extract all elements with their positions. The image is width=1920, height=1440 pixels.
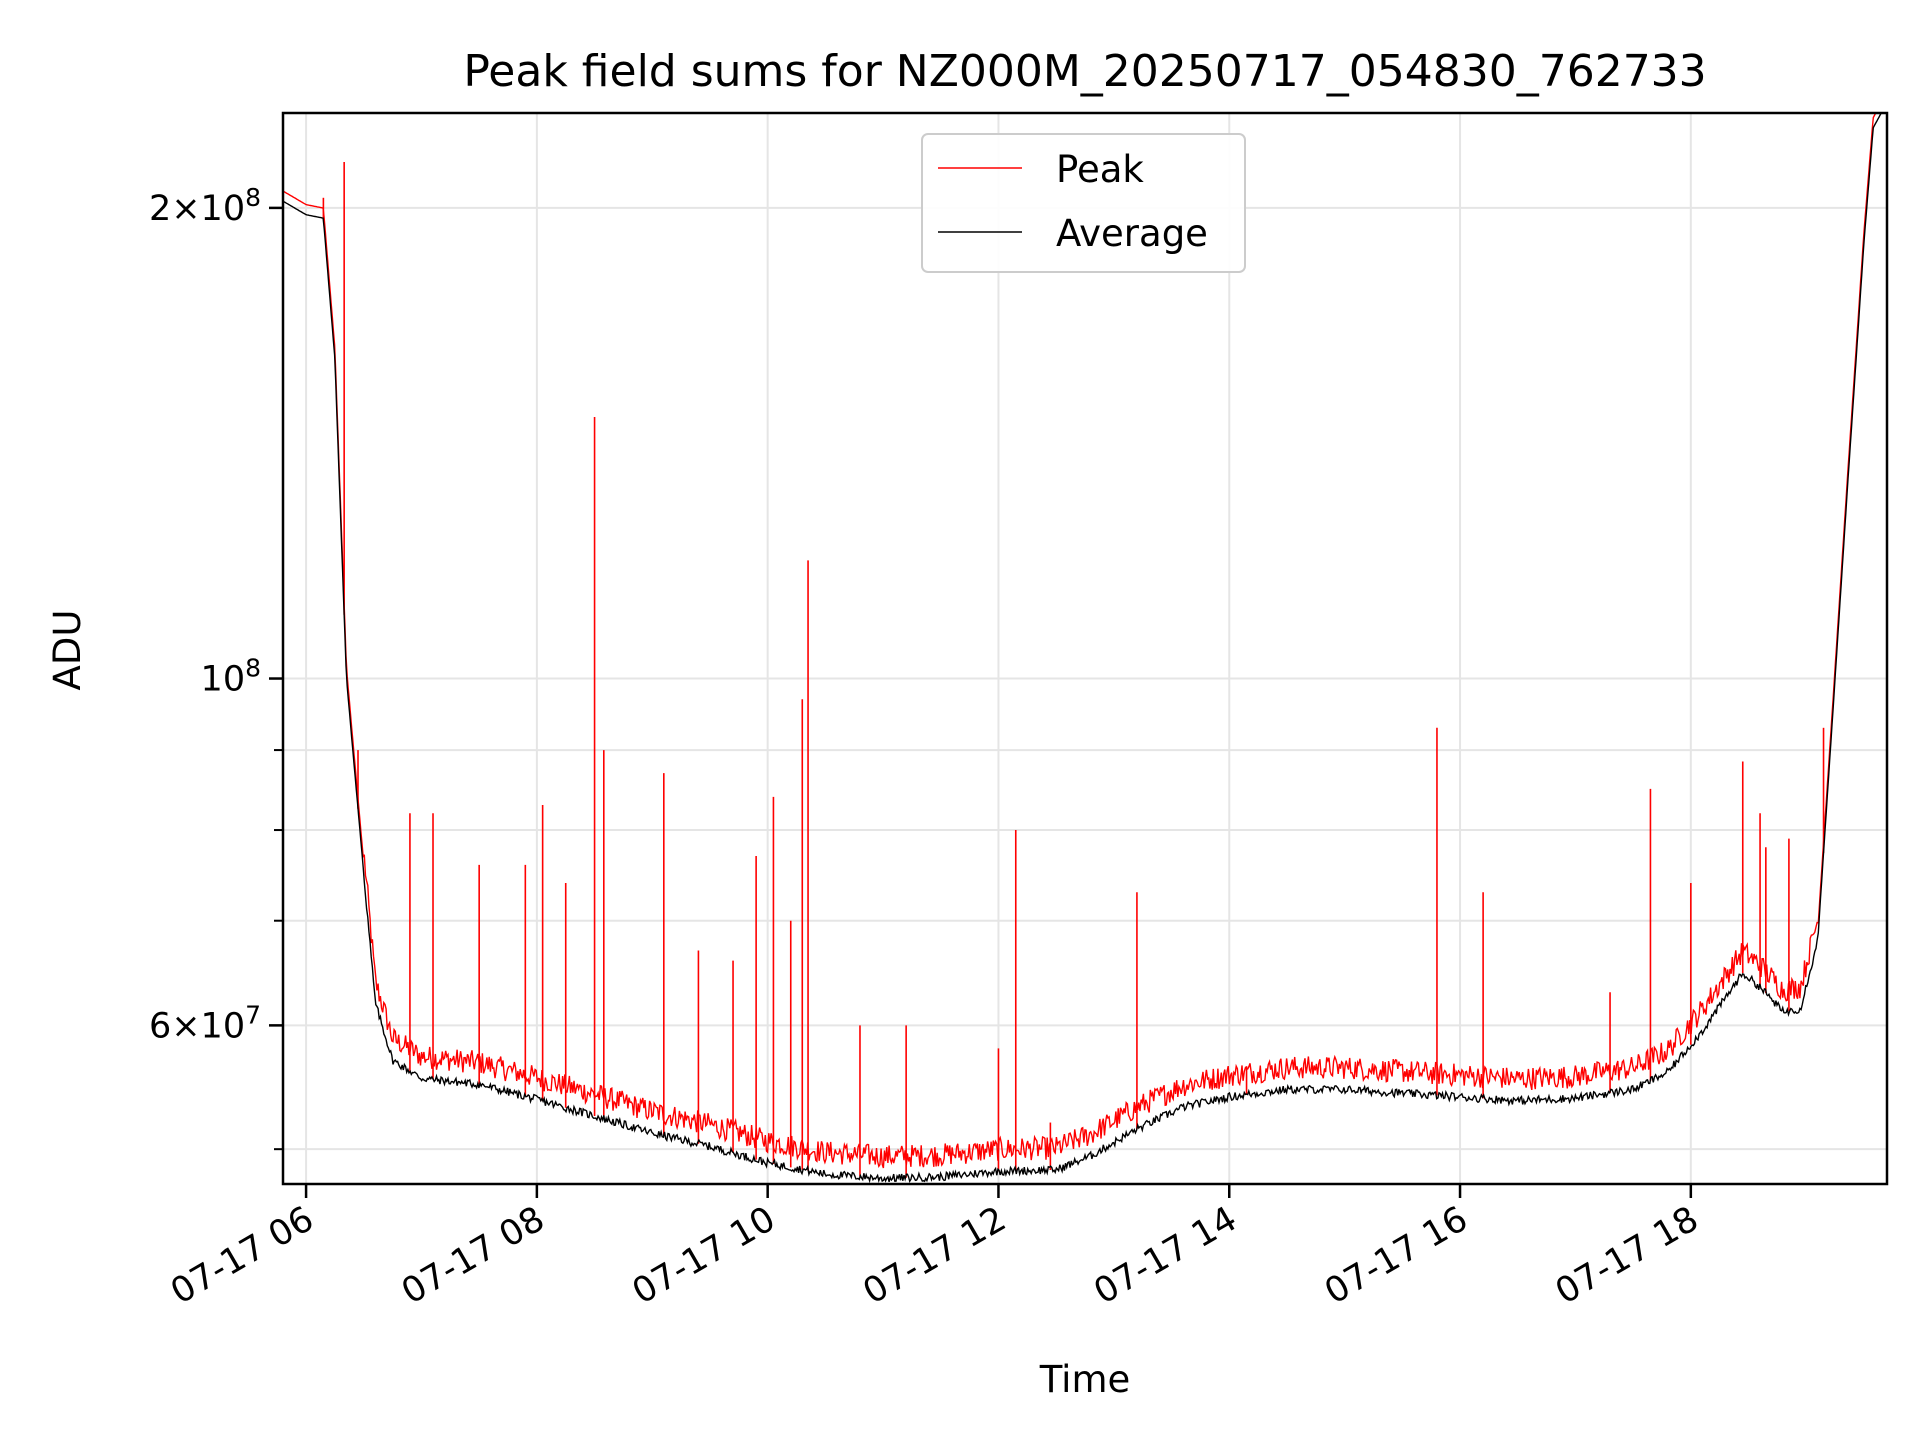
legend-peak-label: Peak xyxy=(1056,148,1144,191)
average-series xyxy=(283,113,1887,1184)
grid xyxy=(283,113,1887,1184)
legend-average-label: Average xyxy=(1056,212,1208,255)
peak-series xyxy=(283,113,1877,1178)
y-tick-label: 6×107 xyxy=(149,1000,261,1046)
x-tick-label: 07-17 18 xyxy=(1549,1199,1705,1312)
plot-area xyxy=(283,113,1887,1184)
x-tick-label: 07-17 10 xyxy=(626,1199,782,1312)
x-tick-label: 07-17 14 xyxy=(1087,1199,1243,1312)
x-axis-label: Time xyxy=(1039,1358,1131,1401)
x-tick-label: 07-17 08 xyxy=(395,1199,551,1312)
y-tick-label: 108 xyxy=(201,654,261,700)
peak-line xyxy=(283,113,1877,1169)
y-axis: 2×108 108 6×107 xyxy=(149,183,283,1151)
x-tick-label: 07-17 06 xyxy=(164,1199,320,1312)
x-tick-label: 07-17 12 xyxy=(857,1199,1013,1312)
legend: Peak Average xyxy=(921,133,1246,273)
chart-title: Peak field sums for NZ000M_20250717_0548… xyxy=(463,46,1706,97)
average-line xyxy=(283,113,1887,1184)
plot-frame xyxy=(281,111,1889,1186)
x-tick-label: 07-17 16 xyxy=(1318,1199,1474,1312)
y-axis-label: ADU xyxy=(46,610,89,691)
y-tick-label: 2×108 xyxy=(149,183,261,229)
x-axis: 07-17 06 07-17 08 07-17 10 07-17 12 07-17 14… xyxy=(164,1184,1705,1312)
